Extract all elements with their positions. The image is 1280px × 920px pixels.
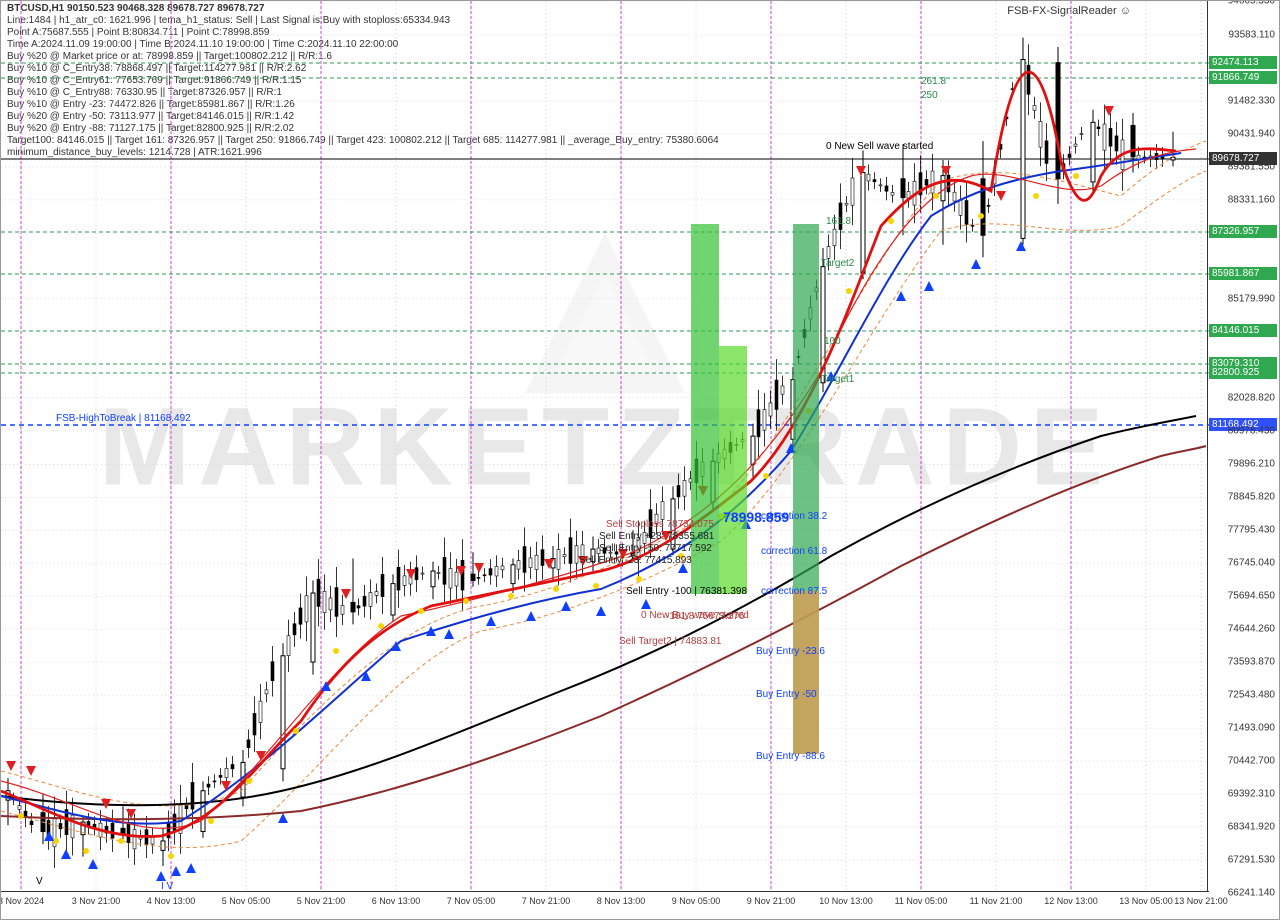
y-tick: 67291.530: [1228, 855, 1275, 866]
chart-annotation: Sell Stoploss 78734.075: [606, 519, 714, 530]
chart-annotation: Target2: [821, 258, 854, 269]
x-tick: 7 Nov 05:00: [447, 896, 496, 906]
x-tick: 8 Nov 13:00: [597, 896, 646, 906]
y-tick: 80978.430: [1228, 425, 1275, 436]
chart-annotation: 161.8: [826, 216, 851, 227]
x-tick: 11 Nov 05:00: [895, 896, 948, 906]
y-tick: 71493.090: [1228, 723, 1275, 734]
x-tick: 4 Nov 13:00: [147, 896, 196, 906]
y-tick: 91482.330: [1228, 95, 1275, 106]
y-tick: 68341.920: [1228, 822, 1275, 833]
info-line: Buy %20 @ Entry -88: 71127.175 || Target…: [7, 123, 294, 134]
y-tick: 79896.210: [1228, 459, 1275, 470]
x-tick: 3 Nov 21:00: [72, 896, 121, 906]
y-tick: 70442.700: [1228, 756, 1275, 767]
y-axis: 94665.330 93583.110 91482.330 90431.940 8938…: [1207, 1, 1279, 893]
info-line: Buy %10 @ Entry -23: 74472.826 || Target…: [7, 99, 295, 110]
watermark-logo: [505, 213, 705, 413]
x-tick: 5 Nov 21:00: [297, 896, 346, 906]
x-tick: 12 Nov 13:00: [1044, 896, 1098, 906]
x-tick: 9 Nov 05:00: [672, 896, 721, 906]
info-line: minimum_distance_buy_levels: 1214.728 | …: [7, 147, 262, 158]
y-tick: 74644.260: [1228, 624, 1275, 635]
info-line: Buy %10 @ C_Entry88: 76330.95 || Target:…: [7, 87, 282, 98]
chart-annotation: 100: [824, 336, 841, 347]
info-line: Target100: 84146.015 || Target 161: 8732…: [7, 135, 719, 146]
fsb-high-to-break-label: FSB-HighToBreak | 81168.492: [56, 413, 191, 424]
x-tick: 11 Nov 21:00: [970, 896, 1023, 906]
fib-zone-rect: [719, 346, 747, 594]
chart-container: MARKETZTRADE BTCUSD,H1 90150.523 90468.3…: [0, 0, 1280, 920]
y-tick: 78845.820: [1228, 492, 1275, 503]
info-line: Buy %10 @ C_Entry38: 78868.497 || Target…: [7, 63, 306, 74]
chart-annotation: 0 New Sell wave started: [826, 141, 933, 152]
x-tick: 13 Nov 05:00: [1119, 896, 1173, 906]
chart-annotation: Buy Entry -23.6: [756, 646, 825, 657]
chart-annotation: Buy Entry -88.6: [756, 751, 825, 762]
info-line: Point A:75687.555 | Point B:80834.711 | …: [7, 27, 269, 38]
y-tick: 90431.940: [1228, 128, 1275, 139]
x-tick: 3 Nov 2024: [0, 896, 44, 906]
y-tick: 75694.650: [1228, 591, 1275, 602]
y-tick: 69392.310: [1228, 789, 1275, 800]
y-tick: 82028.820: [1228, 392, 1275, 403]
chart-annotation: Sell Target2 | 74883.81: [619, 636, 722, 647]
chart-annotation: -161.8 75673.276: [666, 611, 744, 622]
chart-plot-area[interactable]: MARKETZTRADE BTCUSD,H1 90150.523 90468.3…: [1, 1, 1209, 893]
chart-annotation: Sell Entry +28: 78355.681: [599, 531, 714, 542]
x-axis: 3 Nov 2024 3 Nov 21:00 4 Nov 13:00 5 Nov 05…: [1, 891, 1209, 919]
y-tick: 76745.040: [1228, 558, 1275, 569]
info-line: Buy %20 @ Market price or at: 78998.859 …: [7, 51, 332, 62]
chart-annotation: Buy Entry -50: [756, 689, 817, 700]
y-tick: 66241.140: [1228, 888, 1275, 899]
x-tick: 6 Nov 13:00: [372, 896, 421, 906]
y-tick: 85179.990: [1228, 293, 1275, 304]
info-line: Time A:2024.11.09 19:00:00 | Time B:2024…: [7, 39, 398, 50]
chart-annotation: Sell Entry -23: 77415.893: [579, 555, 692, 566]
y-tick: 72543.480: [1228, 690, 1275, 701]
y-tick: 94665.330: [1228, 0, 1275, 7]
chart-annotation: V: [36, 876, 43, 887]
info-line: Line:1484 | h1_atr_c0: 1621.996 | tema_h…: [7, 15, 450, 26]
x-tick: 9 Nov 21:00: [747, 896, 796, 906]
chart-annotation: correction 61.8: [761, 546, 827, 557]
y-tick: 77795.430: [1228, 525, 1275, 536]
chart-annotation: Target1: [821, 374, 854, 385]
signal-reader-label: FSB-FX-SignalReader ☺: [1007, 5, 1131, 17]
chart-annotation: Sell Entry -50: 77717.592: [599, 543, 712, 554]
info-line: Buy %20 @ Entry -50: 73113.977 || Target…: [7, 111, 294, 122]
y-tick: 93583.110: [1228, 29, 1275, 40]
x-tick: 13 Nov 21:00: [1174, 896, 1228, 906]
x-tick: 10 Nov 13:00: [819, 896, 873, 906]
chart-title: BTCUSD,H1 90150.523 90468.328 89678.727 …: [7, 3, 264, 14]
chart-annotation: Sell Entry -100 | 76381.398: [626, 586, 747, 597]
chart-annotation: correction 38.2: [761, 511, 827, 522]
y-tick: 89381.550: [1228, 161, 1275, 172]
chart-annotation: correction 87.5: [761, 586, 827, 597]
chart-annotation: 261.8: [921, 76, 946, 87]
y-tick: 73593.870: [1228, 657, 1275, 668]
x-tick: 7 Nov 21:00: [522, 896, 571, 906]
x-tick: 5 Nov 05:00: [222, 896, 271, 906]
fib-zone-rect: [793, 591, 819, 754]
info-line: Buy %10 @ C_Entry61: 77653.769 || Target…: [7, 75, 301, 86]
chart-annotation: 250: [921, 90, 938, 101]
y-tick: 88331.160: [1228, 194, 1275, 205]
